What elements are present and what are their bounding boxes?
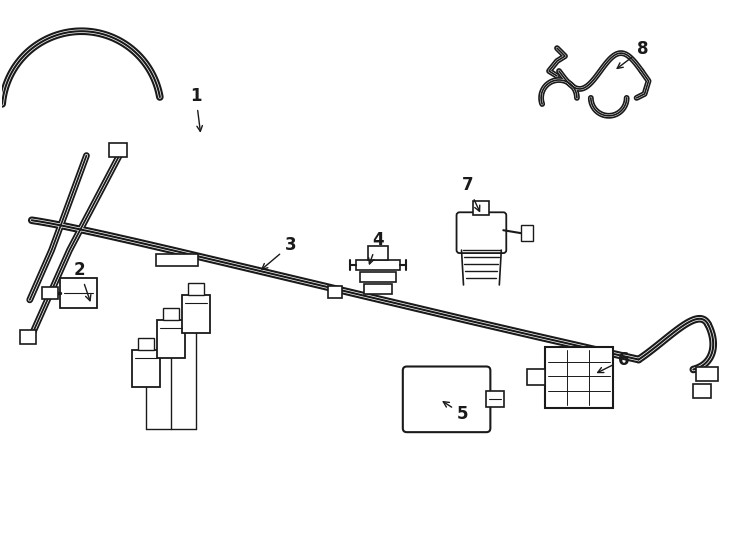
Bar: [20, 330, 36, 343]
Bar: [138, 338, 154, 349]
Text: 7: 7: [462, 177, 480, 211]
Bar: [188, 283, 204, 295]
Bar: [356, 260, 400, 270]
Bar: [694, 384, 711, 399]
Bar: [157, 320, 185, 357]
FancyBboxPatch shape: [457, 212, 506, 253]
Text: 2: 2: [73, 261, 91, 301]
Bar: [697, 368, 718, 381]
Text: 6: 6: [597, 350, 630, 373]
Bar: [109, 143, 127, 157]
Bar: [163, 308, 179, 320]
Text: 5: 5: [443, 402, 468, 423]
Bar: [59, 278, 98, 308]
Text: 1: 1: [190, 87, 203, 131]
Bar: [364, 284, 392, 294]
Bar: [368, 246, 388, 260]
Text: 4: 4: [368, 231, 384, 264]
Bar: [527, 369, 545, 386]
Bar: [182, 295, 210, 333]
Bar: [360, 272, 396, 282]
Bar: [42, 287, 57, 299]
Bar: [132, 349, 160, 387]
Bar: [487, 392, 504, 407]
Text: 3: 3: [262, 236, 297, 269]
Bar: [328, 286, 342, 298]
FancyBboxPatch shape: [403, 367, 490, 432]
Bar: [473, 201, 490, 215]
Bar: [545, 347, 613, 408]
Bar: [521, 225, 533, 241]
Text: 8: 8: [617, 40, 648, 69]
Bar: [156, 254, 198, 266]
